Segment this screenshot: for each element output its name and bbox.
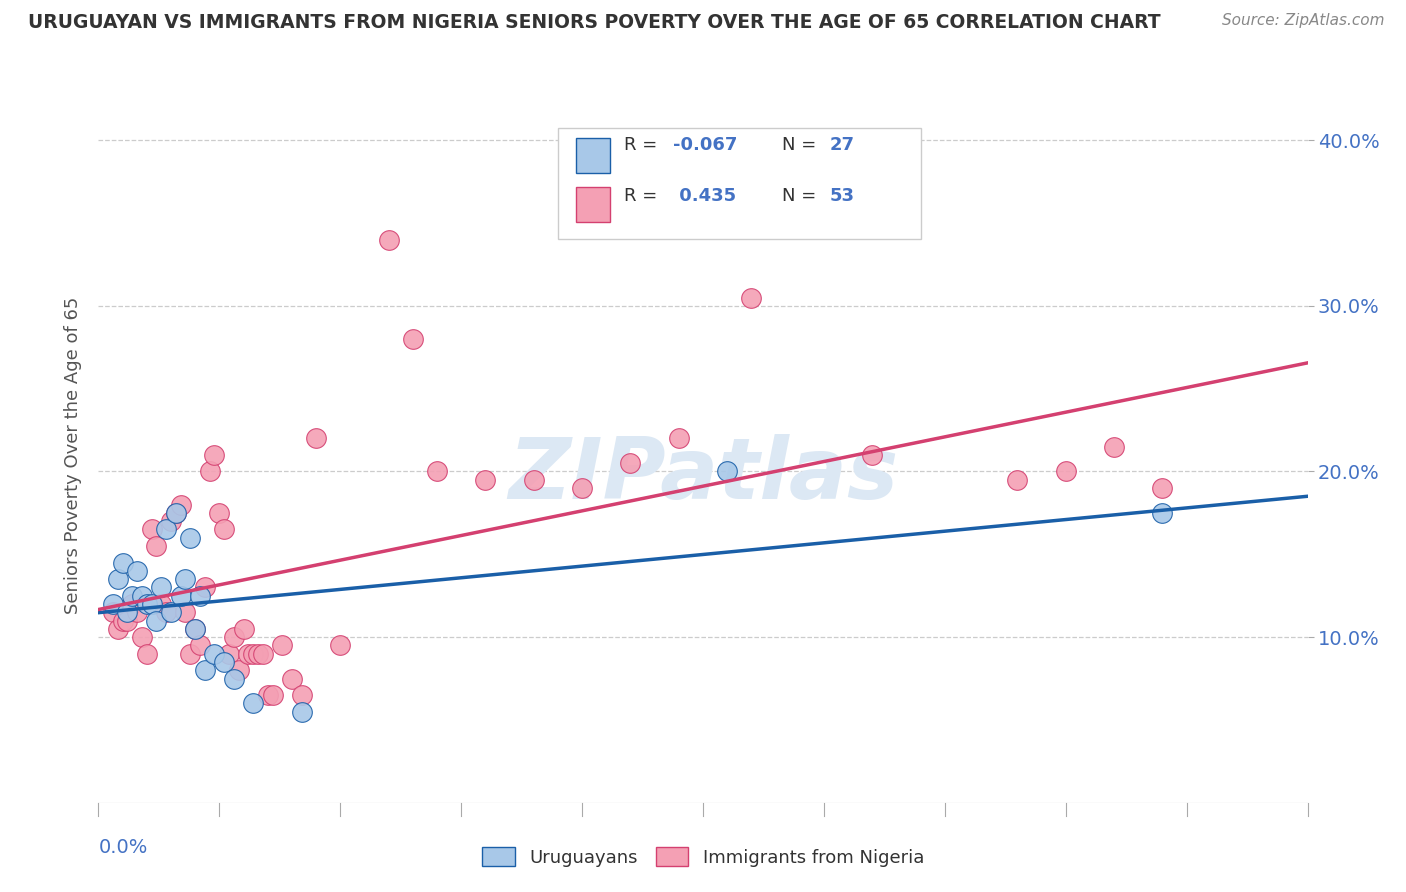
Point bbox=[668, 431, 690, 445]
Point bbox=[121, 597, 143, 611]
Point bbox=[111, 556, 134, 570]
Point bbox=[179, 647, 201, 661]
Point bbox=[101, 597, 124, 611]
Point bbox=[619, 456, 641, 470]
Point bbox=[174, 572, 197, 586]
Point bbox=[290, 688, 312, 702]
Point bbox=[198, 465, 221, 479]
Point bbox=[150, 581, 173, 595]
Point bbox=[204, 647, 226, 661]
Text: 0.435: 0.435 bbox=[672, 187, 735, 205]
FancyBboxPatch shape bbox=[576, 187, 610, 222]
Point bbox=[194, 663, 217, 677]
Point bbox=[155, 605, 177, 619]
Point bbox=[127, 605, 149, 619]
Point bbox=[107, 572, 129, 586]
Point bbox=[150, 597, 173, 611]
Point bbox=[184, 622, 207, 636]
Point bbox=[571, 481, 593, 495]
Point bbox=[208, 506, 231, 520]
Point bbox=[1007, 473, 1029, 487]
FancyBboxPatch shape bbox=[558, 128, 921, 239]
Point bbox=[160, 514, 183, 528]
Point bbox=[1152, 481, 1174, 495]
Point bbox=[329, 639, 352, 653]
Point bbox=[252, 647, 274, 661]
Point bbox=[860, 448, 883, 462]
Point bbox=[107, 622, 129, 636]
Point bbox=[145, 614, 167, 628]
Point bbox=[127, 564, 149, 578]
Point bbox=[117, 614, 139, 628]
Point bbox=[212, 523, 235, 537]
Point bbox=[188, 589, 211, 603]
Point bbox=[1054, 465, 1077, 479]
Point bbox=[165, 506, 187, 520]
Point bbox=[194, 581, 217, 595]
Text: N =: N = bbox=[782, 136, 821, 154]
Point bbox=[256, 688, 278, 702]
Point bbox=[290, 705, 312, 719]
Point bbox=[242, 647, 264, 661]
Point bbox=[222, 672, 245, 686]
Point bbox=[402, 332, 425, 346]
Point bbox=[145, 539, 167, 553]
FancyBboxPatch shape bbox=[576, 138, 610, 173]
Legend: Uruguayans, Immigrants from Nigeria: Uruguayans, Immigrants from Nigeria bbox=[475, 840, 931, 874]
Point bbox=[228, 663, 250, 677]
Point bbox=[474, 473, 496, 487]
Point bbox=[305, 431, 328, 445]
Point bbox=[523, 473, 546, 487]
Point bbox=[174, 605, 197, 619]
Point bbox=[232, 622, 254, 636]
Text: ZIPatlas: ZIPatlas bbox=[508, 434, 898, 517]
Point bbox=[121, 589, 143, 603]
Point bbox=[222, 630, 245, 644]
Point bbox=[247, 647, 270, 661]
Point bbox=[169, 589, 191, 603]
Point bbox=[184, 622, 207, 636]
Point bbox=[262, 688, 284, 702]
Point bbox=[135, 597, 157, 611]
Point bbox=[169, 498, 191, 512]
Text: R =: R = bbox=[624, 187, 664, 205]
Point bbox=[426, 465, 449, 479]
Point bbox=[117, 605, 139, 619]
Y-axis label: Seniors Poverty Over the Age of 65: Seniors Poverty Over the Age of 65 bbox=[63, 296, 82, 614]
Point bbox=[131, 589, 153, 603]
Point bbox=[155, 523, 177, 537]
Point bbox=[131, 630, 153, 644]
Point bbox=[281, 672, 304, 686]
Point bbox=[204, 448, 226, 462]
Point bbox=[740, 291, 762, 305]
Point bbox=[179, 531, 201, 545]
Text: URUGUAYAN VS IMMIGRANTS FROM NIGERIA SENIORS POVERTY OVER THE AGE OF 65 CORRELAT: URUGUAYAN VS IMMIGRANTS FROM NIGERIA SEN… bbox=[28, 13, 1161, 32]
Point bbox=[377, 233, 399, 247]
Point bbox=[1152, 506, 1174, 520]
Text: 53: 53 bbox=[830, 187, 855, 205]
Point bbox=[218, 647, 240, 661]
Point bbox=[271, 639, 294, 653]
Text: Source: ZipAtlas.com: Source: ZipAtlas.com bbox=[1222, 13, 1385, 29]
Point bbox=[212, 655, 235, 669]
Text: -0.067: -0.067 bbox=[672, 136, 737, 154]
Point bbox=[242, 697, 264, 711]
Text: N =: N = bbox=[782, 187, 821, 205]
Text: R =: R = bbox=[624, 136, 664, 154]
Point bbox=[188, 639, 211, 653]
Point bbox=[141, 523, 163, 537]
Text: 0.0%: 0.0% bbox=[98, 838, 148, 856]
Point bbox=[238, 647, 260, 661]
Point bbox=[716, 465, 738, 479]
Text: 27: 27 bbox=[830, 136, 855, 154]
Point bbox=[101, 605, 124, 619]
Point bbox=[141, 597, 163, 611]
Point bbox=[1102, 440, 1125, 454]
Point bbox=[165, 506, 187, 520]
Point bbox=[135, 647, 157, 661]
Point bbox=[160, 605, 183, 619]
Point bbox=[111, 614, 134, 628]
